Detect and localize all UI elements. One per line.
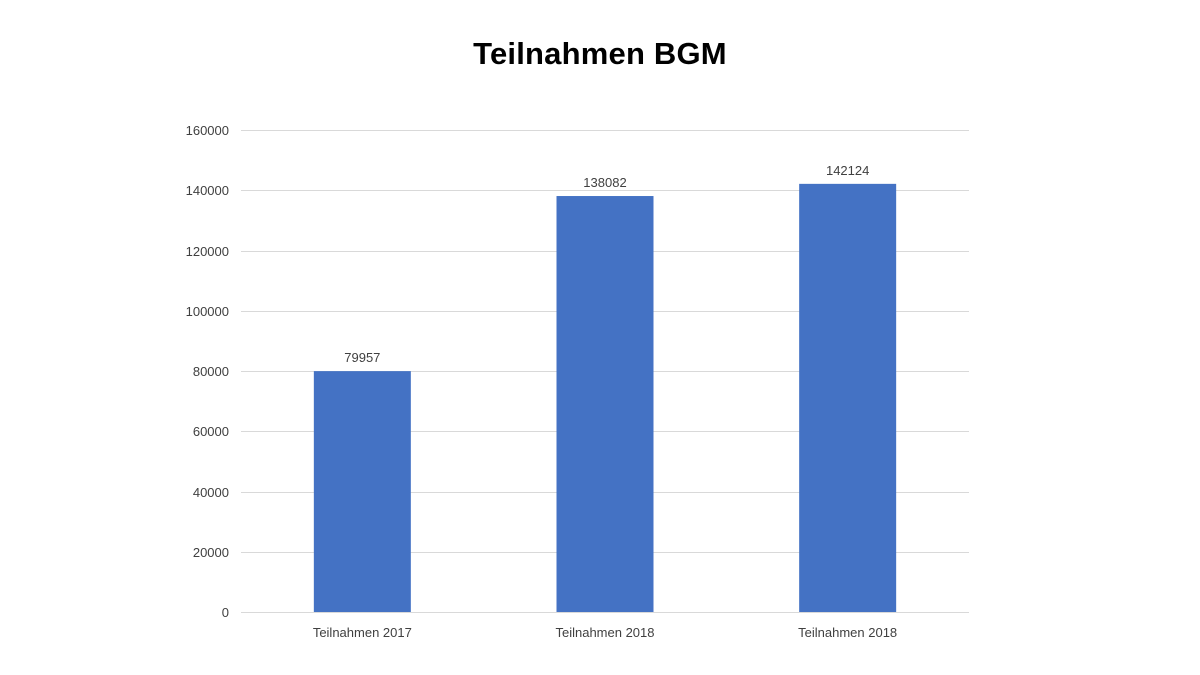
y-tick-label: 40000 xyxy=(193,485,229,500)
y-tick-label: 160000 xyxy=(186,123,229,138)
bar xyxy=(799,183,897,613)
chart-title: Teilnahmen BGM xyxy=(473,36,727,71)
y-tick-label: 120000 xyxy=(186,244,229,259)
x-tick-label: Teilnahmen 2018 xyxy=(555,625,654,640)
bar xyxy=(556,196,654,613)
y-tick-label: 20000 xyxy=(193,545,229,560)
y-tick-label: 100000 xyxy=(186,304,229,319)
data-label: 79957 xyxy=(344,350,380,365)
y-tick-label: 0 xyxy=(222,605,229,620)
y-axis-ticks: 0 20000 40000 60000 80000 100000 120000 140000 1… xyxy=(186,123,229,620)
x-axis-ticks: Teilnahmen 2017 Teilnahmen 2018 Teilnahmen… xyxy=(313,625,897,640)
data-label: 138082 xyxy=(583,175,626,190)
x-tick-label: Teilnahmen 2018 xyxy=(798,625,897,640)
x-tick-label: Teilnahmen 2017 xyxy=(313,625,412,640)
bar xyxy=(313,371,411,612)
y-tick-label: 140000 xyxy=(186,183,229,198)
bars xyxy=(313,183,897,613)
data-label: 142124 xyxy=(826,163,869,178)
y-tick-label: 80000 xyxy=(193,364,229,379)
y-tick-label: 60000 xyxy=(193,424,229,439)
data-labels: 79957 138082 142124 xyxy=(344,163,869,365)
